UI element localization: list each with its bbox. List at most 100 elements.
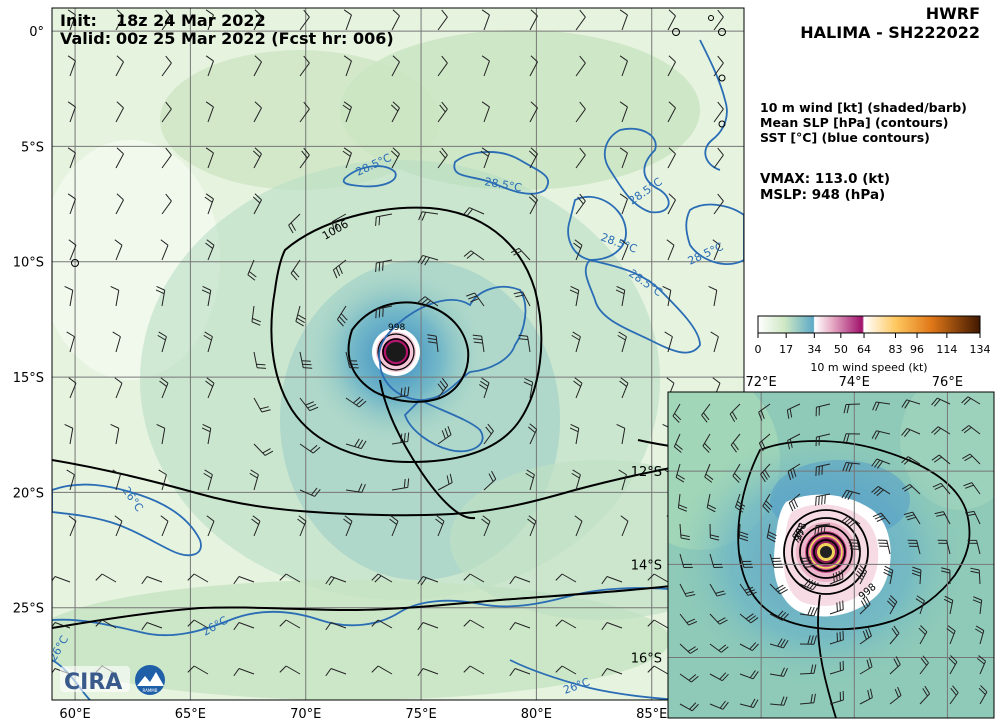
inset-wind-barb [829, 660, 844, 675]
wind-barb [601, 576, 623, 585]
inset-wind-barb [739, 698, 759, 708]
wind-barb [437, 9, 448, 31]
wind-barb [253, 443, 274, 456]
wind-barb [667, 55, 676, 77]
wind-barb [157, 331, 167, 353]
wind-barb [325, 576, 347, 586]
init-value: 18z 24 Mar 2022 [116, 11, 266, 30]
wind-barb [205, 147, 214, 169]
wind-barb [713, 9, 724, 31]
wind-barb [371, 619, 393, 629]
wind-barb [523, 378, 534, 399]
inset-wind-barb [738, 523, 749, 542]
wind-barb [574, 515, 583, 537]
wind-barb [233, 576, 255, 585]
wind-barb [112, 469, 121, 491]
wind-barb [417, 576, 439, 586]
colorbar-tick-label: 50 [834, 343, 848, 356]
inset-wind-barb [872, 401, 891, 411]
wind-barb [575, 9, 586, 31]
inset-wind-barb [787, 463, 801, 481]
inset-wind-barb [769, 696, 788, 706]
wind-barb [64, 285, 74, 307]
wind-barb [518, 334, 531, 353]
inset-wind-barb [758, 403, 771, 421]
wind-barb [417, 668, 439, 677]
wind-barb [427, 334, 439, 353]
wind-barb [156, 423, 166, 445]
wind-barb [619, 9, 628, 31]
inset-wind-barb [760, 463, 771, 483]
inset-wind-barb [679, 613, 698, 626]
wind-barb [115, 55, 124, 77]
wind-barb [342, 147, 352, 169]
wind-barb [342, 101, 352, 123]
wind-barb [299, 147, 310, 169]
inset-lat-label: 14°S [631, 558, 662, 573]
wind-barb [601, 668, 623, 677]
inset-wind-barb [769, 583, 788, 595]
inset-lat-label: 12°S [631, 465, 662, 480]
wind-barb [478, 377, 490, 399]
wind-barb [332, 259, 347, 279]
inset-wind-barb [799, 553, 814, 568]
wind-barb [233, 668, 255, 677]
inset-wind-barb [787, 433, 801, 450]
wind-barb [161, 101, 172, 123]
main-lat-label: 10°S [13, 256, 44, 271]
inset-wind-barb [673, 433, 683, 453]
inset-wind-barb [709, 523, 720, 541]
wind-barb [417, 296, 439, 307]
inset-wind-barb [799, 606, 818, 617]
wind-barb [371, 573, 393, 583]
inset-wind-barb [679, 583, 696, 597]
inset-wind-barb [709, 643, 729, 653]
inset-wind-barb [829, 569, 844, 585]
wind-barb [481, 55, 490, 77]
wind-barb [279, 665, 301, 675]
wind-barb [528, 193, 538, 215]
inset-wind-barb [732, 463, 742, 483]
inset-wind-barb [919, 655, 929, 675]
slp-contours [52, 206, 744, 629]
wind-barb [713, 101, 724, 123]
main-lon-label: 60°E [59, 707, 90, 722]
wind-barb [667, 9, 676, 31]
wind-barb [299, 9, 310, 31]
inset-wind-barb [709, 553, 723, 568]
wind-barb [483, 470, 497, 491]
inset-wind-barb [871, 458, 891, 469]
wind-barb [509, 622, 531, 631]
wind-barb [343, 55, 352, 77]
wind-barb [205, 55, 214, 77]
wind-barb [110, 285, 120, 307]
colorbar-tick-label: 0 [755, 343, 762, 356]
inset-wind-barb [901, 483, 921, 495]
inset-wind-barb [931, 454, 951, 465]
inset-lon-label: 72°E [746, 375, 777, 390]
inset-wind-barb [975, 625, 985, 645]
inset-wind-barb [948, 655, 958, 675]
inset-wind-barb [769, 667, 789, 677]
wind-barb [620, 515, 629, 537]
wind-barb [299, 55, 310, 77]
wind-barb [253, 55, 262, 77]
inset-wind-barb [901, 427, 921, 437]
wind-barb [375, 305, 393, 319]
wind-barb [161, 55, 172, 77]
inset-wind-barb [739, 613, 759, 624]
wind-barb [141, 576, 163, 585]
inset-wind-barb [679, 673, 699, 683]
wind-barb [187, 665, 209, 675]
main-lat-label: 5°S [21, 140, 44, 155]
wind-barb [375, 259, 393, 273]
main-lon-label: 85°E [636, 707, 667, 722]
wind-barb [115, 193, 124, 215]
wind-barb [647, 665, 669, 675]
wind-barb [331, 213, 347, 231]
wind-barb [160, 515, 169, 537]
inset-wind-barb [919, 685, 931, 705]
wind-barb [463, 207, 485, 217]
inset-wind-barb [679, 643, 699, 654]
